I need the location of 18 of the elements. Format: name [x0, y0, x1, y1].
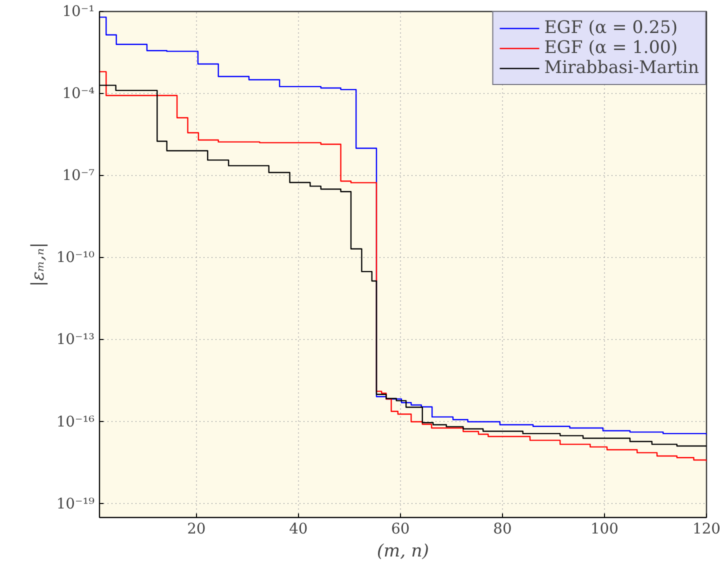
legend-label: EGF (α = 1.00): [544, 38, 678, 58]
x-tick-label: 60: [391, 520, 410, 538]
x-tick-label: 80: [493, 520, 512, 538]
x-tick-label: 20: [187, 520, 206, 538]
x-tick-label: 40: [289, 520, 308, 538]
y-tick-label: 10⁻¹⁶: [56, 413, 95, 430]
y-tick-label: 10⁻¹: [62, 3, 95, 20]
legend-label: Mirabbasi-Martin: [544, 58, 699, 78]
y-tick-label: 10⁻¹³: [56, 331, 95, 348]
y-tick-label: 10⁻¹⁹: [56, 495, 95, 512]
y-tick-label: 10⁻¹⁰: [56, 249, 95, 266]
x-tick-label: 100: [590, 520, 618, 538]
legend-label: EGF (α = 0.25): [544, 18, 678, 38]
y-tick-label: 10⁻⁷: [62, 167, 95, 184]
x-tick-label: 120: [692, 520, 720, 538]
y-tick-label: 10⁻⁴: [62, 85, 95, 102]
x-axis-title: (m, n): [376, 542, 430, 562]
y-axis-title: |εₘ,ₙ|: [28, 242, 48, 287]
